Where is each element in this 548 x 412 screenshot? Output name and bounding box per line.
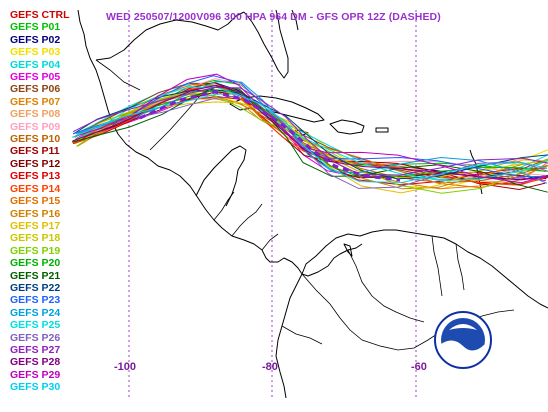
legend-item: GEFS P11	[10, 145, 60, 158]
ensemble-track	[73, 86, 548, 193]
legend-item: GEFS P07	[10, 95, 61, 108]
ensemble-track	[76, 92, 548, 194]
florida	[243, 9, 289, 79]
border-us-mexico	[95, 59, 141, 91]
legend-item: GEFS P19	[10, 244, 61, 257]
legend-item: GEFS P04	[10, 58, 61, 71]
border-colombia-venezuela	[347, 249, 425, 323]
border-mexico-guatemala	[213, 191, 235, 221]
ensemble-tracks	[71, 73, 548, 194]
legend-item: GEFS P06	[10, 83, 61, 96]
ensemble-track	[73, 89, 548, 180]
legend-item: GEFS P18	[10, 232, 61, 245]
border-colombia-south	[301, 273, 363, 341]
lon-label-100w: -100	[114, 361, 137, 373]
south-america-coast	[301, 229, 548, 309]
legend-item: GEFS P01	[10, 21, 61, 34]
noaa-logo	[434, 311, 492, 369]
hispaniola	[329, 119, 365, 135]
legend-item: GEFS P14	[10, 182, 61, 195]
border-nicaragua	[261, 233, 279, 251]
legend-item: GEFS P03	[10, 46, 61, 59]
legend-item: GEFS P08	[10, 108, 61, 121]
ensemble-track	[72, 84, 548, 181]
border-guyana	[431, 235, 443, 297]
ensemble-track	[74, 89, 548, 179]
legend-item: GEFS P09	[10, 120, 61, 133]
lon-label-80w: -80	[262, 361, 278, 373]
legend-item: GEFS P28	[10, 356, 61, 369]
legend-item: GEFS CTRL	[10, 9, 70, 21]
ensemble-legend: GEFS CTRL GEFS P01 GEFS P02 GEFS P03 GEFS P0…	[10, 9, 70, 394]
legend-item: GEFS P17	[10, 219, 61, 232]
operational-track	[139, 90, 401, 182]
legend-item: GEFS P21	[10, 269, 61, 282]
legend-item: GEFS P30	[10, 381, 61, 394]
legend-item: GEFS P02	[10, 33, 61, 46]
puerto-rico	[375, 127, 389, 133]
legend-item: GEFS P22	[10, 281, 61, 294]
legend-item: GEFS P12	[10, 157, 61, 170]
legend-item: GEFS P20	[10, 257, 61, 270]
legend-item: GEFS P26	[10, 331, 61, 344]
legend-item: GEFS P13	[10, 170, 61, 183]
coastlines	[77, 9, 548, 399]
legend-item: GEFS P23	[10, 294, 61, 307]
yucatan-peninsula	[195, 145, 247, 207]
legend-item: GEFS P05	[10, 71, 61, 84]
lake-maracaibo	[343, 243, 353, 257]
chart-header: WED 250507/1200V096 300 HPA 964 DM - GFS…	[106, 11, 441, 23]
border-central-america	[231, 203, 263, 237]
lon-label-60w: -60	[411, 361, 427, 373]
south-america-west	[275, 273, 303, 399]
east-coast	[291, 9, 299, 31]
ensemble-track	[72, 93, 548, 183]
legend-item: GEFS P24	[10, 306, 61, 319]
legend-item: GEFS P16	[10, 207, 61, 220]
ensemble-track	[75, 73, 548, 184]
legend-item: GEFS P15	[10, 195, 61, 208]
legend-item: GEFS P10	[10, 133, 61, 146]
legend-item: GEFS P25	[10, 319, 61, 332]
ensemble-track	[72, 86, 548, 176]
legend-item: GEFS P29	[10, 368, 61, 381]
gulf-coast	[95, 11, 245, 61]
operational-dashed-track	[139, 90, 401, 182]
legend-item: GEFS P27	[10, 343, 61, 356]
border-ecuador-peru	[281, 325, 323, 345]
border-suriname	[455, 243, 465, 291]
